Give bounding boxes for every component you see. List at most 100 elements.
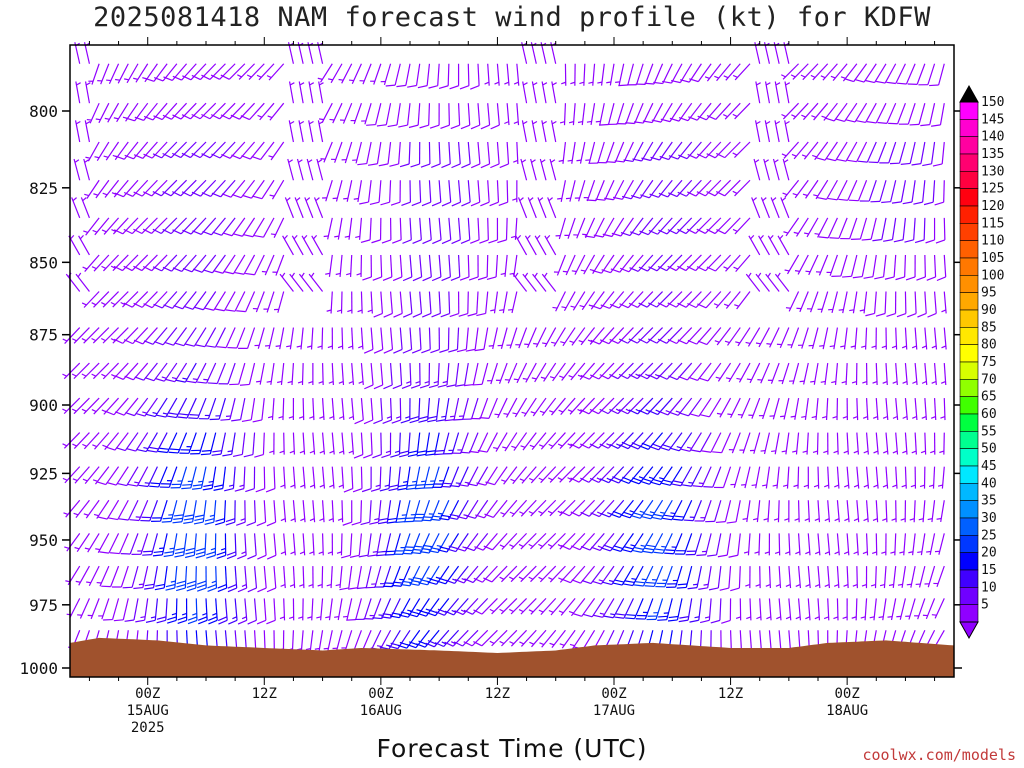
wind-barb [499,629,518,647]
wind-barb [758,397,770,420]
wind-barb [409,398,421,424]
wind-barb [198,397,217,420]
wind-barb [465,327,479,352]
wind-barb [859,291,868,314]
x-tick-label: 00Z [834,686,859,702]
wind-barb [120,533,139,555]
wind-barb [620,499,644,519]
colorbar-segment [959,361,979,380]
wind-barb [213,254,236,274]
wind-barb [319,466,326,489]
wind-barb [889,141,907,165]
wind-barb [715,500,732,524]
wind-barb [558,598,576,616]
wind-barb [821,102,838,121]
wind-barb [723,254,741,272]
wind-barb [804,500,810,523]
wind-barb [705,500,722,523]
wind-barb [172,63,197,81]
wind-barb [586,180,605,202]
wind-barb [528,597,547,615]
wind-barb [857,141,877,163]
wind-barb [828,291,839,313]
wind-barb [530,397,547,417]
wind-barb [316,158,324,181]
wind-barb [714,466,732,489]
wind-barb [863,466,870,489]
wind-barb [760,197,770,219]
wind-barb [732,179,751,197]
wind-barb [599,397,625,415]
wind-barb [431,180,442,207]
wind-barb [489,597,508,615]
wind-barb [905,254,916,281]
wind-barb [840,327,848,350]
colorbar-segment [959,569,979,588]
wind-barb [451,432,469,454]
wind-barb [808,327,819,349]
wind-barb [901,466,907,489]
wind-barb [838,291,848,314]
wind-barb [131,533,149,556]
wind-barb [282,234,294,256]
wind-barb [670,432,693,452]
wind-barb [804,217,819,238]
wind-barb [214,291,236,312]
wind-barb [725,362,741,383]
wind-barb [861,566,868,589]
wind-barb [332,630,343,652]
wind-barb [920,432,927,455]
wind-barb [515,234,528,256]
wind-barb [216,327,236,349]
wind-barb [441,254,451,282]
wind-barb [188,397,207,420]
wind-barb [589,362,615,380]
wind-barb [391,565,411,587]
wind-barb [660,466,683,486]
wind-barb [578,327,596,346]
wind-barb [126,432,149,452]
wind-barb [579,63,586,86]
wind-barb [900,141,916,165]
wind-barb [207,362,226,385]
colorbar-segment [959,327,979,345]
wind-barb [156,397,178,418]
wind-barb [830,63,848,82]
wind-barb [918,63,936,86]
wind-barb [252,179,275,200]
colorbar-label: 40 [981,476,997,491]
wind-barb [922,598,936,620]
wind-barb [671,466,693,487]
wind-barb [922,141,936,167]
wind-barb [791,102,809,120]
wind-barb [746,598,752,621]
wind-barb [764,533,771,556]
wind-barb [635,598,654,620]
wind-barb [524,234,537,256]
wind-barb [142,179,168,197]
wind-barb [893,217,907,243]
wind-barb [612,179,634,200]
wind-barb [296,158,304,181]
wind-barb [805,566,811,589]
wind-barb [74,120,81,143]
wind-barb [582,598,605,618]
wind-barb [449,291,460,318]
wind-barb [407,63,421,88]
wind-barb [504,63,510,86]
wind-barb [593,598,615,618]
wind-barb [770,197,780,219]
wind-barb [824,102,848,122]
wind-barb [288,398,295,421]
wind-barb [911,141,926,166]
wind-barb [801,141,819,160]
colorbar-label: 120 [981,199,1004,214]
wind-barb [332,180,343,202]
wind-barb [439,499,460,521]
wind-barb [890,533,897,556]
wind-barb [762,466,771,489]
wind-barb [736,362,751,383]
wind-barb [399,141,411,168]
wind-barb [623,565,644,587]
wind-barb [930,432,936,455]
